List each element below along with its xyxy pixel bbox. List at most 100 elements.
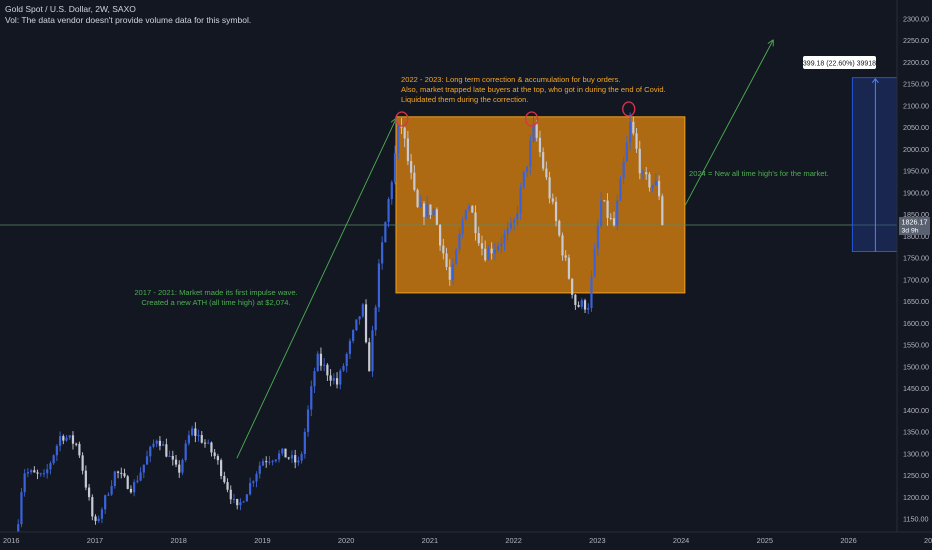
candle [284,448,287,458]
candle [87,487,91,498]
time-tick-label: 2026 [840,536,856,545]
candle [300,454,303,461]
candle [574,294,577,305]
candle [609,217,612,219]
candle [648,174,651,188]
candle [297,460,300,463]
correction-annotation-line3: Liquidated them during the correction. [401,95,529,104]
candle [542,152,545,169]
candle [406,138,409,162]
candle [545,168,548,178]
candle [393,153,397,183]
candle [223,475,226,483]
candle [377,263,381,308]
price-tick-label: 2000.00 [903,145,929,154]
candle [36,472,39,474]
time-tick-label: 2024 [673,536,689,545]
candle [191,428,194,436]
candle [203,442,207,444]
candle [20,492,23,525]
candle [239,502,242,506]
price-tick-label: 2050.00 [903,123,929,132]
price-tick-label: 1150.00 [903,515,928,524]
candle [290,455,294,459]
chart-header: Gold Spot / U.S. Dollar, 2W, SAXO Vol: T… [5,4,251,26]
candle [638,148,641,174]
candle [361,304,364,317]
candle [126,476,129,489]
candle [323,364,326,366]
candle [258,465,261,474]
candle [503,234,506,244]
candle [168,455,171,457]
candle [78,443,81,456]
candle [487,248,490,261]
candle [339,370,342,385]
price-tick-label: 1800.00 [903,232,929,241]
candle [62,436,65,441]
candle [442,245,445,254]
candle [400,125,403,128]
candle [345,353,348,366]
candle [165,444,168,457]
candle [265,461,268,463]
candle [213,452,216,457]
candle [287,457,290,459]
candle [657,180,661,197]
candle [100,509,104,519]
candle [123,473,126,477]
price-tick-label: 1500.00 [903,362,929,371]
candle [116,471,120,473]
candle [554,201,558,221]
current-price-countdown: 3d 9h [902,228,919,235]
candle [216,456,219,461]
candle [178,464,181,473]
candle [577,304,580,307]
candle [451,264,455,280]
candle [600,200,603,226]
candle [107,494,110,496]
candle [91,497,94,517]
candle [445,253,448,268]
candle [26,472,29,474]
candle [606,200,609,218]
price-tick-label: 2250.00 [903,36,929,45]
candle [174,459,178,465]
candle [641,172,645,174]
candle [583,300,587,310]
candle [255,473,258,482]
candle [84,470,87,488]
candle [535,124,538,138]
candle [210,442,213,453]
candle [651,185,654,188]
candle [419,203,422,207]
candle [39,473,42,475]
candle [104,495,107,510]
candle [364,304,368,343]
candle [248,482,252,495]
candle [113,471,116,486]
candle [329,375,332,381]
candle [242,501,245,503]
candle [493,249,496,254]
candle [319,353,323,366]
time-tick-label: 2022 [505,536,521,545]
candle [496,246,500,250]
candle [464,209,467,220]
candle [439,224,442,246]
candle [252,481,255,483]
candle [271,461,274,463]
candle [313,371,316,387]
candle [603,200,606,202]
candle [477,233,480,244]
candle [432,209,435,215]
time-tick-label: 202 [924,536,932,545]
candle [136,480,139,483]
candle [133,482,136,493]
price-tick-label: 1400.00 [903,406,929,415]
candle [435,209,438,225]
candle [474,212,477,234]
time-tick-label: 2021 [422,536,438,545]
symbol-title: Gold Spot / U.S. Dollar, 2W, SAXO [5,4,136,14]
